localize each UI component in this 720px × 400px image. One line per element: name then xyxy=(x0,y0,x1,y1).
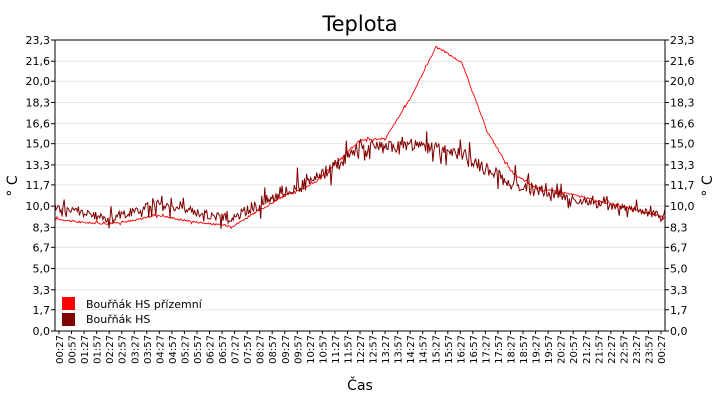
y-tick-label-left: 23,3 xyxy=(26,34,51,47)
y-tick-label-left: 16,6 xyxy=(26,118,51,131)
y-tick-label-right: 15,0 xyxy=(670,138,695,151)
x-tick-label: 15:57 xyxy=(444,335,455,364)
x-tick-label: 00:27 xyxy=(657,335,668,364)
y-tick-label-right: 5,0 xyxy=(670,263,688,276)
y-tick-label-right: 3,3 xyxy=(670,284,688,297)
x-tick-label: 22:27 xyxy=(607,335,618,364)
y-tick-label-left: 1,7 xyxy=(33,304,51,317)
y-tick-label-right: 18,3 xyxy=(670,96,695,109)
x-tick-label: 06:57 xyxy=(218,335,229,364)
x-tick-label: 09:57 xyxy=(293,335,304,364)
x-tick-label: 23:57 xyxy=(644,335,655,364)
x-tick-label: 21:27 xyxy=(582,335,593,364)
x-tick-label: 03:57 xyxy=(143,335,154,364)
x-tick-label: 21:57 xyxy=(594,335,605,364)
x-tick-label: 19:27 xyxy=(532,335,543,364)
x-tick-label: 13:57 xyxy=(394,335,405,364)
x-tick-label: 05:57 xyxy=(193,335,204,364)
y-axis-label-left: ° C xyxy=(5,175,21,196)
x-tick-label: 07:27 xyxy=(231,335,242,364)
x-tick-label: 13:27 xyxy=(381,335,392,364)
x-tick-label: 08:27 xyxy=(256,335,267,364)
y-tick-label-left: 0,0 xyxy=(33,325,51,338)
y-tick-label-left: 5,0 xyxy=(33,263,51,276)
x-tick-label: 02:57 xyxy=(118,335,129,364)
x-tick-label: 19:57 xyxy=(544,335,555,364)
chart-title: Teplota xyxy=(321,12,397,36)
x-tick-label: 11:27 xyxy=(331,335,342,364)
x-tick-label: 20:27 xyxy=(557,335,568,364)
legend-swatch-series-2 xyxy=(62,313,75,326)
x-tick-label: 16:27 xyxy=(456,335,467,364)
x-tick-label: 01:57 xyxy=(93,335,104,364)
x-tick-label: 09:27 xyxy=(281,335,292,364)
y-tick-label-right: 10,0 xyxy=(670,200,695,213)
x-axis-label: Čas xyxy=(347,376,373,394)
y-tick-label-left: 3,3 xyxy=(33,284,51,297)
x-tick-label: 17:57 xyxy=(494,335,505,364)
y-tick-label-right: 6,7 xyxy=(670,241,688,254)
y-axis-label-right: ° C xyxy=(700,175,716,196)
y-tick-label-right: 21,6 xyxy=(670,55,695,68)
x-tick-label: 10:27 xyxy=(306,335,317,364)
y-tick-label-left: 8,3 xyxy=(33,221,51,234)
grid xyxy=(55,60,665,311)
y-tick-label-left: 18,3 xyxy=(26,96,51,109)
legend-label-series-1: Bouřňák HS přízemní xyxy=(86,298,203,311)
x-tick-label: 00:27 xyxy=(55,335,66,364)
y-tick-label-left: 10,0 xyxy=(26,200,51,213)
x-tick-label: 18:27 xyxy=(507,335,518,364)
x-tick-label: 04:27 xyxy=(155,335,166,364)
x-tick-label: 10:57 xyxy=(318,335,329,364)
x-tick-label: 18:57 xyxy=(519,335,530,364)
y-tick-label-right: 23,3 xyxy=(670,34,695,47)
x-tick-label: 22:57 xyxy=(619,335,630,364)
x-tick-label: 04:57 xyxy=(168,335,179,364)
y-tick-label-right: 13,3 xyxy=(670,159,695,172)
y-tick-label-right: 20,0 xyxy=(670,75,695,88)
y-tick-label-left: 13,3 xyxy=(26,159,51,172)
legend-swatch-series-1 xyxy=(62,297,75,310)
x-tick-label: 15:27 xyxy=(431,335,442,364)
legend-label-series-2: Bouřňák HS xyxy=(86,313,150,326)
plot-frame xyxy=(54,39,666,332)
legend: Bouřňák HS přízemní Bouřňák HS xyxy=(62,297,203,326)
x-tick-label: 14:57 xyxy=(419,335,430,364)
series-line-1 xyxy=(54,45,666,230)
x-tick-label: 17:27 xyxy=(481,335,492,364)
y-tick-label-right: 16,6 xyxy=(670,118,695,131)
y-tick-label-right: 8,3 xyxy=(670,221,688,234)
y-tick-label-right: 0,0 xyxy=(670,325,688,338)
y-tick-label-left: 11,7 xyxy=(26,179,51,192)
x-ticks: 00:27 00:57 01:27 01:57 02:27 02:57 03:27 03:57… xyxy=(55,331,668,364)
y-tick-label-right: 11,7 xyxy=(670,179,695,192)
x-tick-label: 12:27 xyxy=(356,335,367,364)
x-tick-label: 20:57 xyxy=(569,335,580,364)
x-tick-label: 14:27 xyxy=(406,335,417,364)
y-tick-label-right: 1,7 xyxy=(670,304,688,317)
x-tick-label: 05:27 xyxy=(180,335,191,364)
y-ticks-left: 0,0 1,7 3,3 5,0 6,7 8,3 10,0 11,7 13,3 15,0 16,6 18… xyxy=(26,34,55,338)
x-tick-label: 07:57 xyxy=(243,335,254,364)
x-tick-label: 06:27 xyxy=(206,335,217,364)
y-tick-label-left: 6,7 xyxy=(33,241,51,254)
series-lines xyxy=(54,45,666,230)
y-tick-label-left: 20,0 xyxy=(26,75,51,88)
y-tick-label-left: 15,0 xyxy=(26,138,51,151)
x-tick-label: 11:57 xyxy=(343,335,354,364)
x-tick-label: 16:57 xyxy=(469,335,480,364)
x-tick-label: 02:27 xyxy=(105,335,116,364)
y-ticks-right: 0,0 1,7 3,3 5,0 6,7 8,3 10,0 11,7 13,3 15,0 16,6 18… xyxy=(665,34,695,338)
x-tick-label: 08:57 xyxy=(268,335,279,364)
y-tick-label-left: 21,6 xyxy=(26,55,51,68)
x-tick-label: 01:27 xyxy=(80,335,91,364)
x-tick-label: 03:27 xyxy=(130,335,141,364)
x-tick-label: 23:27 xyxy=(632,335,643,364)
series-line-2 xyxy=(54,131,666,229)
x-tick-label: 00:57 xyxy=(68,335,79,364)
x-tick-label: 12:57 xyxy=(369,335,380,364)
